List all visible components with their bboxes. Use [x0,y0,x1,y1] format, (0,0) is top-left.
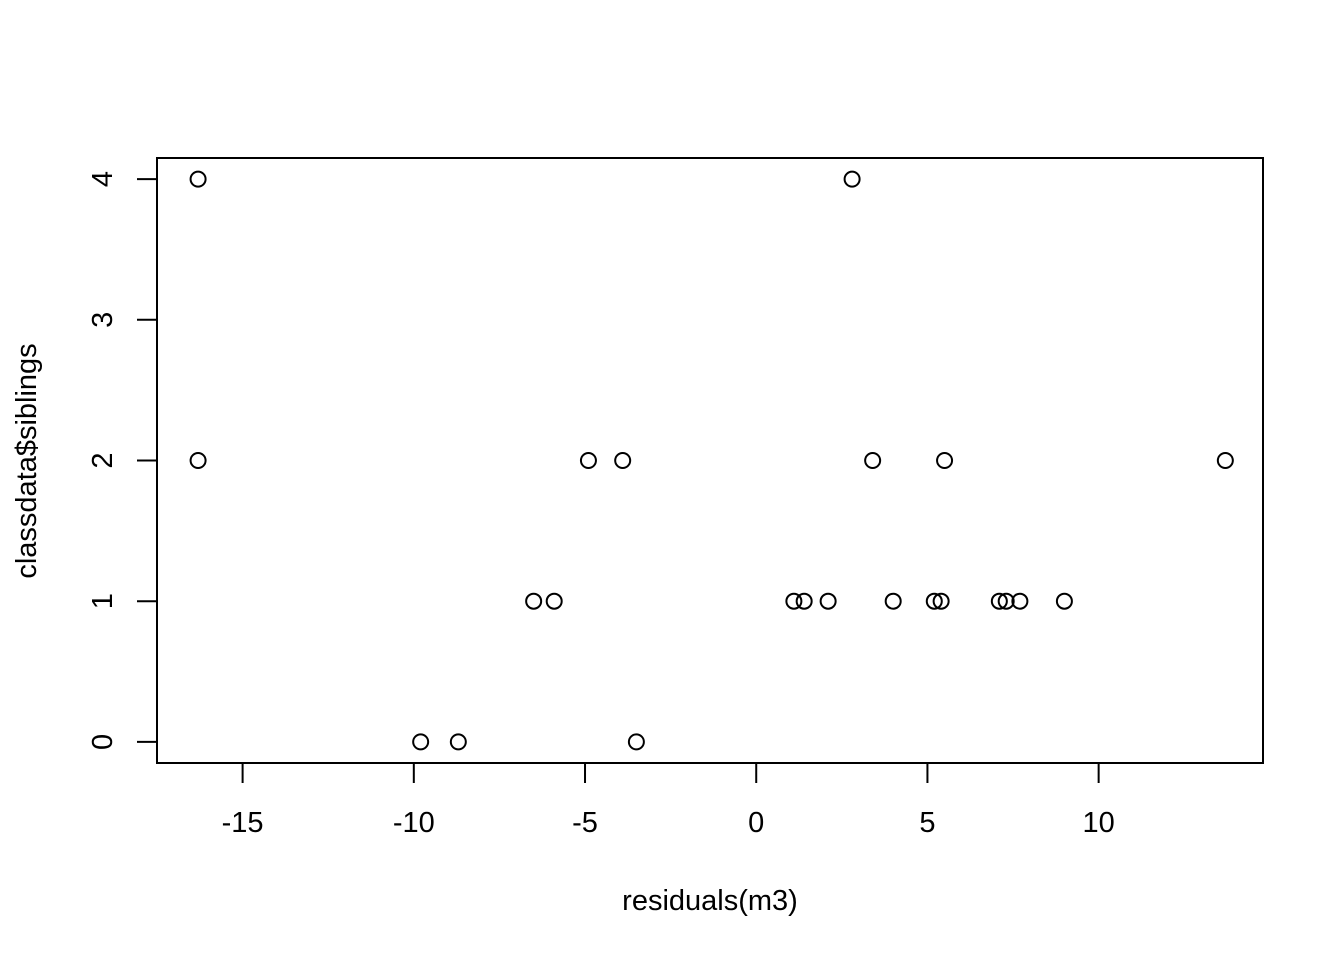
data-point [932,592,950,610]
x-tick-label: -15 [222,807,264,839]
data-point [614,452,632,469]
y-tick-label: 3 [87,312,119,328]
data-point [545,592,563,610]
y-tick-label: 1 [87,593,119,609]
data-point [936,452,954,469]
y-tick-label: 4 [87,171,119,187]
data-point [1216,452,1234,469]
data-point [997,592,1015,610]
data-point [1055,592,1073,610]
x-tick-label: 10 [1083,807,1115,839]
data-point [925,592,943,610]
data-point [795,592,813,610]
data-point [884,592,902,610]
y-axis-label: classdata$siblings [11,343,43,578]
data-point [449,733,467,751]
x-tick-label: 0 [748,807,764,839]
data-point [579,452,597,469]
x-axis: -15 -10 -5 0 5 10 [222,762,1115,839]
data-point [843,170,861,188]
data-point [864,452,882,469]
data-point [819,592,837,610]
data-point [627,733,645,751]
y-tick-label: 0 [87,734,119,750]
data-point [412,733,430,751]
plot-frame [156,157,1264,764]
data-point [785,592,803,610]
data-point [189,452,207,469]
x-tick-label: -5 [572,807,598,839]
y-tick-label: 2 [87,452,119,468]
x-tick-label: -10 [393,807,435,839]
data-point [525,592,543,610]
y-axis: 0 1 2 3 4 [87,171,158,750]
data-points [189,170,1234,751]
x-axis-label: residuals(m3) [622,885,798,917]
data-point [990,592,1008,610]
x-tick-label: 5 [919,807,935,839]
data-point [189,170,207,188]
data-point [1011,592,1029,610]
